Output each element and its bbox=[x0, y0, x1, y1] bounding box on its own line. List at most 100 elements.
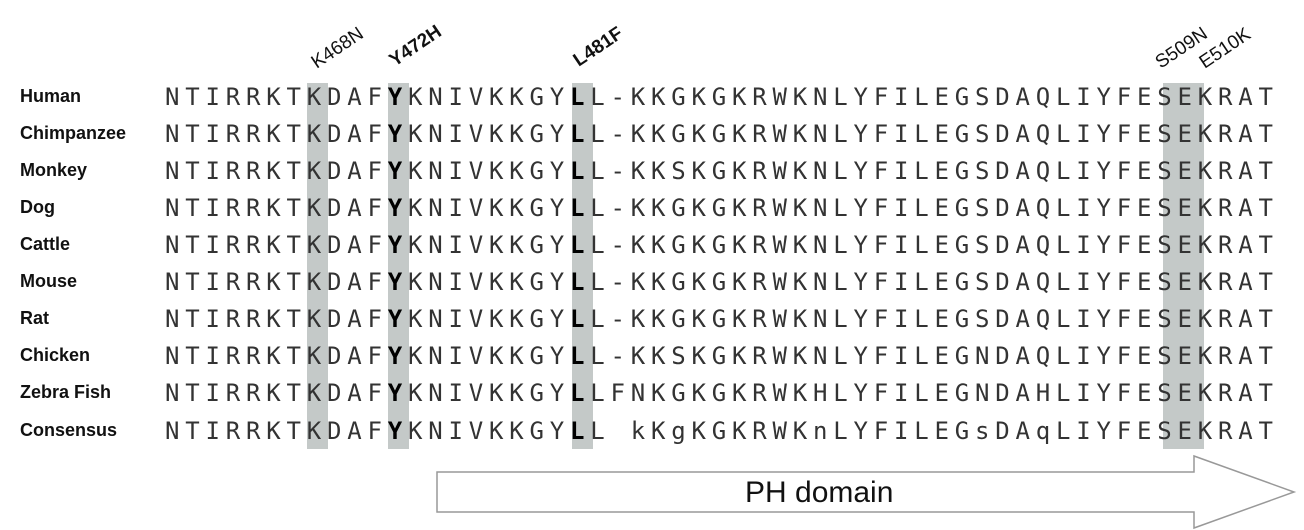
residue: L bbox=[570, 83, 585, 111]
residue: K bbox=[630, 120, 646, 148]
residue: Y bbox=[853, 268, 868, 296]
residue: K bbox=[509, 379, 524, 407]
residue: L bbox=[833, 379, 848, 407]
residue: K bbox=[792, 342, 808, 370]
residue: I bbox=[448, 417, 463, 445]
residue: R bbox=[1218, 231, 1233, 259]
residue: S bbox=[1157, 231, 1172, 259]
species-label: Rat bbox=[20, 308, 50, 328]
residue: F bbox=[873, 83, 889, 111]
residue: L bbox=[570, 417, 585, 445]
residue: I bbox=[894, 83, 909, 111]
residue: I bbox=[894, 157, 909, 185]
residue: G bbox=[954, 268, 970, 296]
residue: R bbox=[225, 305, 241, 333]
residue: D bbox=[327, 417, 342, 445]
residue: K bbox=[792, 231, 808, 259]
residue: Y bbox=[549, 120, 565, 148]
residue: Y bbox=[387, 231, 403, 259]
residue: F bbox=[873, 194, 889, 222]
residue: Y bbox=[387, 417, 403, 445]
residue: E bbox=[934, 268, 949, 296]
residue: E bbox=[1137, 120, 1152, 148]
residue: F bbox=[1116, 379, 1132, 407]
residue: K bbox=[651, 120, 666, 148]
residue: K bbox=[691, 120, 706, 148]
residue: A bbox=[1015, 342, 1030, 370]
residue: T bbox=[286, 417, 301, 445]
residue: T bbox=[1258, 83, 1273, 111]
residue: A bbox=[347, 417, 362, 445]
residue: Y bbox=[1096, 268, 1111, 296]
residue: A bbox=[347, 379, 362, 407]
residue: A bbox=[1238, 194, 1253, 222]
residue: K bbox=[691, 379, 706, 407]
residue: V bbox=[468, 231, 484, 259]
residue: Y bbox=[853, 379, 868, 407]
residue: T bbox=[185, 231, 200, 259]
residue: D bbox=[995, 417, 1010, 445]
residue: A bbox=[1015, 268, 1030, 296]
residue: K bbox=[408, 231, 423, 259]
residue: R bbox=[225, 379, 241, 407]
residue: K bbox=[732, 157, 747, 185]
residue: L bbox=[570, 379, 585, 407]
residue: Y bbox=[853, 417, 868, 445]
residue: E bbox=[1137, 268, 1152, 296]
residue: K bbox=[489, 157, 504, 185]
residue: E bbox=[1137, 83, 1152, 111]
residue: V bbox=[468, 379, 484, 407]
residue: - bbox=[610, 268, 625, 296]
residue: G bbox=[954, 83, 970, 111]
residue: G bbox=[954, 417, 970, 445]
residue: Y bbox=[549, 379, 565, 407]
residue: D bbox=[995, 157, 1010, 185]
residue: S bbox=[1157, 194, 1172, 222]
residue: S bbox=[1157, 379, 1172, 407]
residue: F bbox=[1116, 157, 1132, 185]
residue: F bbox=[873, 157, 889, 185]
residue: I bbox=[1076, 268, 1091, 296]
residue: I bbox=[448, 120, 463, 148]
residue: K bbox=[651, 305, 666, 333]
residue: N bbox=[165, 194, 180, 222]
domain-label: PH domain bbox=[745, 476, 894, 509]
residue: T bbox=[185, 157, 200, 185]
residue: I bbox=[205, 342, 220, 370]
residue: W bbox=[772, 83, 787, 111]
residue: I bbox=[205, 231, 220, 259]
residue: N bbox=[165, 417, 180, 445]
residue: A bbox=[1238, 305, 1253, 333]
residue: E bbox=[1137, 194, 1152, 222]
residue: S bbox=[975, 83, 990, 111]
residue: K bbox=[266, 342, 281, 370]
residue: T bbox=[286, 379, 301, 407]
residue: D bbox=[995, 194, 1010, 222]
residue: K bbox=[1197, 268, 1213, 296]
residue: F bbox=[873, 305, 889, 333]
residue: S bbox=[975, 305, 990, 333]
residue: L bbox=[914, 379, 929, 407]
residue: L bbox=[914, 305, 929, 333]
residue: G bbox=[529, 379, 544, 407]
residue: Y bbox=[853, 194, 868, 222]
mutation-label-y472h: Y472H bbox=[385, 21, 446, 72]
residue: G bbox=[529, 157, 544, 185]
residue: G bbox=[711, 231, 727, 259]
residue: G bbox=[711, 157, 727, 185]
residue: N bbox=[428, 157, 443, 185]
residue: Y bbox=[387, 305, 403, 333]
residue: Y bbox=[1096, 305, 1111, 333]
residue: R bbox=[246, 417, 261, 445]
residue: K bbox=[306, 342, 322, 370]
residue: R bbox=[246, 379, 261, 407]
residue: q bbox=[1035, 417, 1051, 445]
residue: I bbox=[1076, 157, 1091, 185]
residue: W bbox=[772, 417, 787, 445]
residue: V bbox=[468, 268, 484, 296]
residue: T bbox=[185, 417, 200, 445]
residue: K bbox=[1197, 379, 1213, 407]
